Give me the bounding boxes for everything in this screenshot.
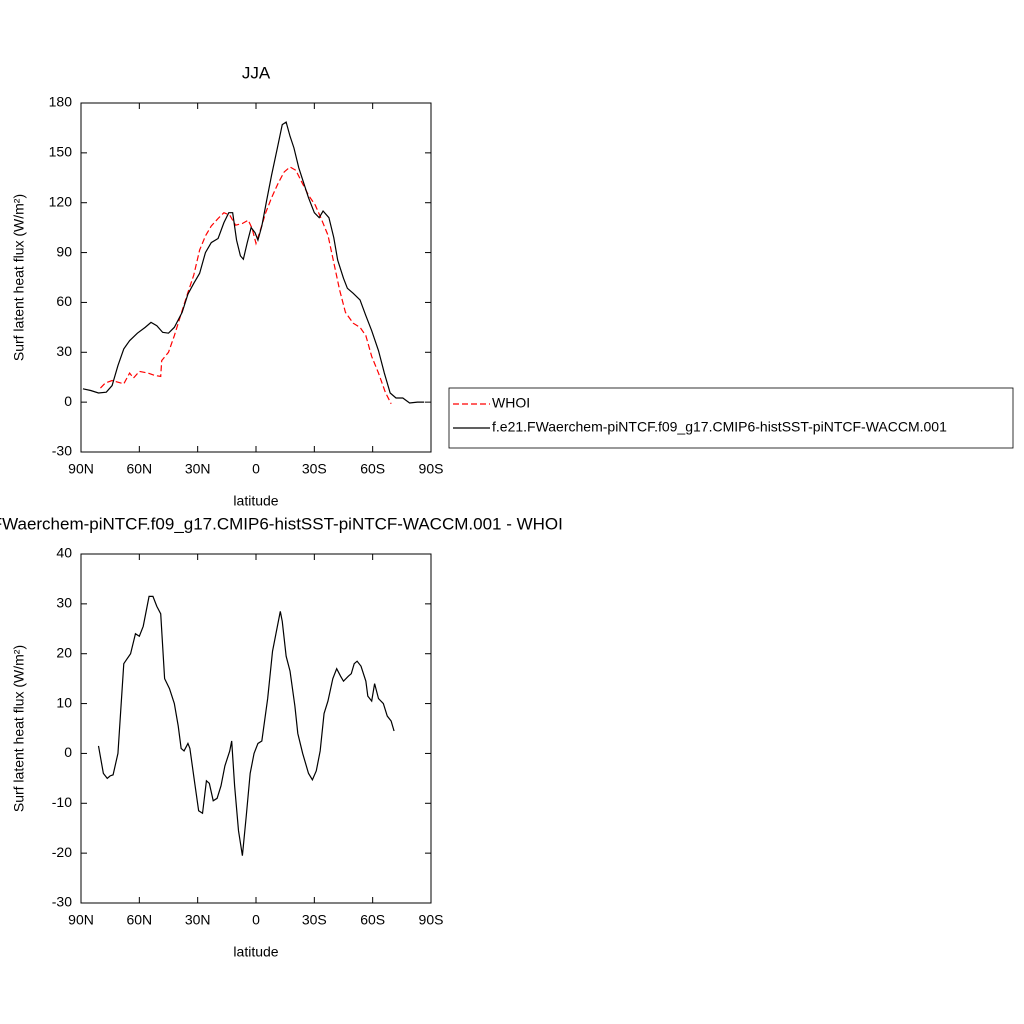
y-tick-label: -30	[52, 894, 72, 910]
legend-label: f.e21.FWaerchem-piNTCF.f09_g17.CMIP6-his…	[492, 419, 947, 435]
x-axis-label: latitude	[233, 944, 278, 960]
x-tick-label: 30S	[302, 912, 327, 928]
x-tick-label: 60S	[360, 912, 385, 928]
legend-box	[448, 387, 1014, 449]
y-tick-label: 20	[56, 644, 72, 660]
x-tick-label: 90N	[68, 912, 94, 928]
y-tick-label: 0	[64, 393, 72, 409]
x-tick-label: 0	[252, 461, 260, 477]
data-line	[97, 595, 395, 856]
x-tick-label: 0	[252, 912, 260, 928]
data-line	[100, 166, 392, 405]
x-tick-label: 60N	[126, 912, 152, 928]
x-axis-label: latitude	[233, 493, 278, 509]
x-tick-label: 30N	[185, 912, 211, 928]
plot-frame	[80, 102, 432, 453]
data-line	[82, 121, 425, 404]
y-axis-label: Surf latent heat flux (W/m²)	[11, 194, 27, 361]
y-tick-label: -20	[52, 844, 72, 860]
x-tick-label: 90S	[419, 912, 444, 928]
y-tick-label: 120	[49, 193, 73, 209]
y-tick-label: 40	[56, 545, 72, 561]
x-tick-label: 30N	[185, 461, 211, 477]
y-tick-label: 90	[56, 243, 72, 259]
y-axis-label: Surf latent heat flux (W/m²)	[11, 645, 27, 812]
chart-title: f.e21.FWaerchem-piNTCF.f09_g17.CMIP6-his…	[0, 514, 563, 533]
plot-frame	[80, 553, 432, 904]
y-tick-label: 180	[49, 94, 73, 110]
x-tick-label: 90N	[68, 461, 94, 477]
y-tick-label: 30	[56, 343, 72, 359]
legend-label: WHOI	[492, 395, 530, 411]
y-tick-label: 0	[64, 744, 72, 760]
y-tick-label: -10	[52, 794, 72, 810]
y-tick-label: 150	[49, 144, 73, 160]
x-tick-label: 60S	[360, 461, 385, 477]
chart-title: JJA	[242, 63, 271, 82]
y-tick-label: 30	[56, 595, 72, 611]
y-tick-label: -30	[52, 443, 72, 459]
y-tick-label: 10	[56, 694, 72, 710]
x-tick-label: 90S	[419, 461, 444, 477]
y-tick-label: 60	[56, 293, 72, 309]
x-tick-label: 60N	[126, 461, 152, 477]
x-tick-label: 30S	[302, 461, 327, 477]
